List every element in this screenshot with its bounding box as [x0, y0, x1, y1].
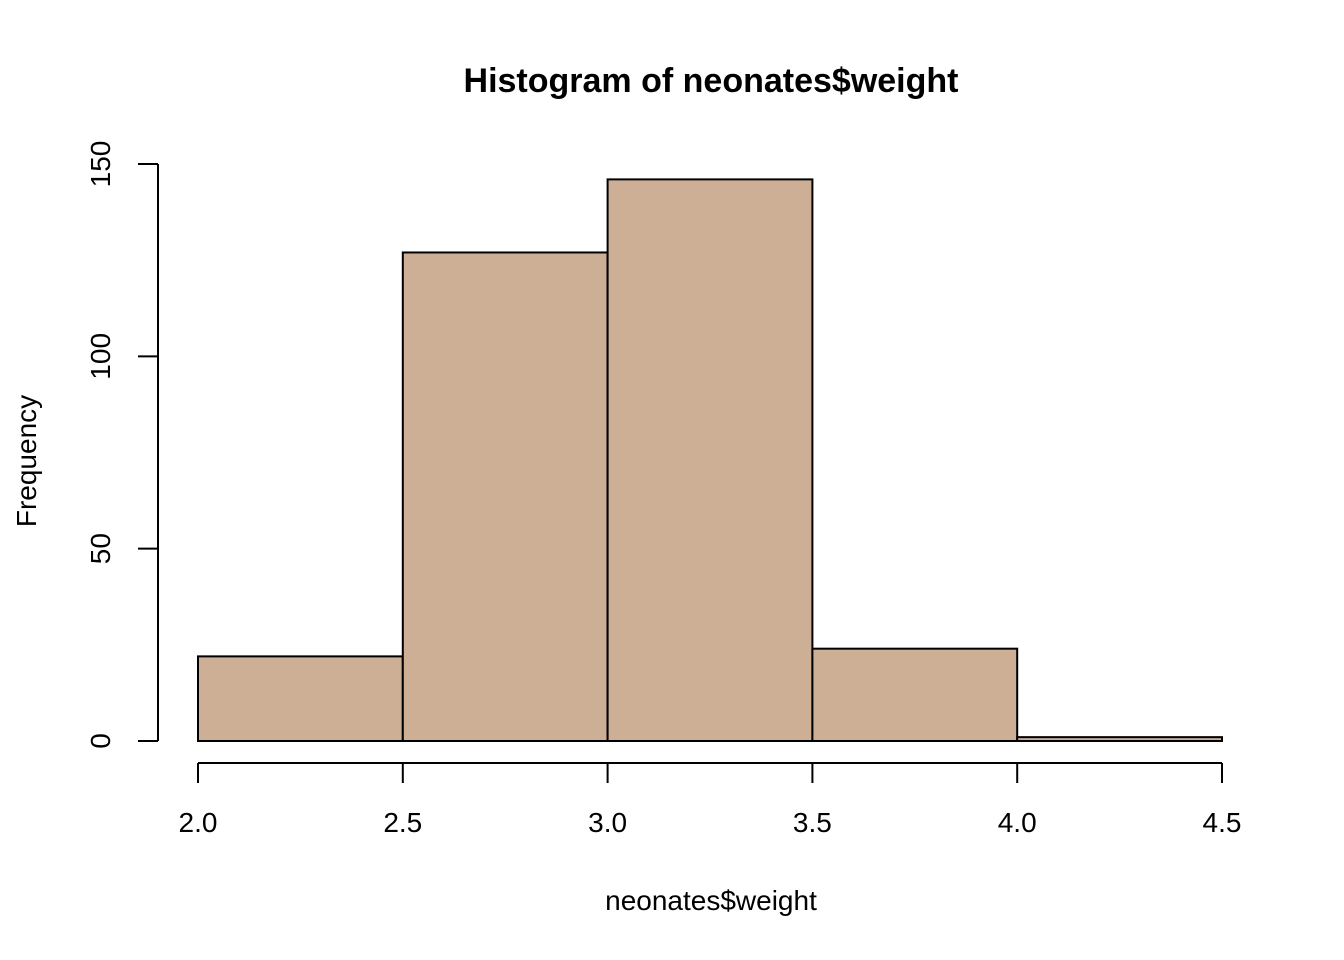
x-tick-label-0: 2.0: [179, 807, 218, 838]
x-axis: 2.0 2.5 3.0 3.5 4.0 4.5: [179, 762, 1242, 838]
y-tick-label-0: 0: [85, 733, 116, 749]
x-tick-label-3: 3.5: [793, 807, 832, 838]
x-tick-label-5: 4.5: [1203, 807, 1242, 838]
histogram-bar-0: [197, 655, 404, 743]
chart-title: Histogram of neonates$weight: [464, 62, 959, 100]
histogram-bar-3: [811, 647, 1019, 742]
x-tick-label-1: 2.5: [383, 807, 422, 838]
y-tick-label-3: 150: [85, 141, 116, 188]
y-axis-label: Frequency: [11, 395, 42, 527]
y-tick-label-2: 100: [85, 333, 116, 380]
bars-group: [197, 178, 1224, 743]
y-axis: 0 50 100 150: [85, 141, 159, 749]
x-tick-label-4: 4.0: [998, 807, 1037, 838]
y-tick-label-1: 50: [85, 533, 116, 564]
histogram-bar-4: [1016, 736, 1224, 742]
histogram-bar-2: [606, 178, 814, 743]
x-axis-label: neonates$weight: [605, 885, 817, 916]
x-tick-label-2: 3.0: [588, 807, 627, 838]
histogram-bar-1: [401, 251, 609, 742]
